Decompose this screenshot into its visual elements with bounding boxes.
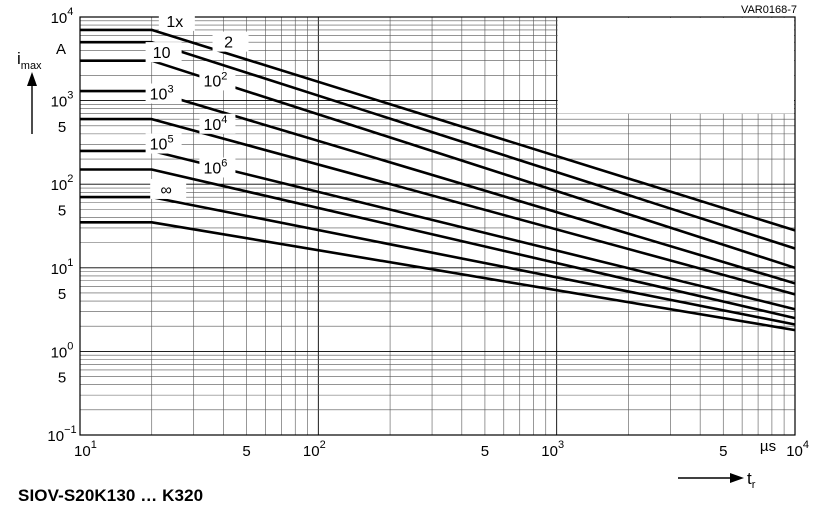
y-axis-label-sub: max: [21, 60, 42, 72]
x-axis-title: µs tr: [678, 438, 776, 491]
x-axis-label-main: t: [747, 469, 752, 488]
figure-title: SIOV-S20K130 … K320: [18, 486, 204, 505]
x-tick-label: 103: [541, 439, 564, 460]
series-label: 10: [153, 45, 171, 62]
x-axis-unit: µs: [760, 438, 776, 455]
series-label-bg: [150, 178, 187, 199]
series-line: [80, 168, 796, 320]
y-axis-unit: A: [56, 41, 66, 58]
series-label: 1x: [166, 14, 183, 31]
series-label: 106: [203, 157, 227, 177]
series-label: 105: [150, 134, 174, 154]
y-tick-label: 103: [51, 90, 74, 111]
series-line: [80, 149, 796, 311]
svg-text:imax: imax: [17, 49, 42, 72]
y-axis-arrow-icon: [27, 72, 37, 134]
x-tick-label: 104: [786, 439, 809, 460]
y-tick-label: 102: [51, 173, 74, 194]
x-tick-label: 101: [74, 439, 97, 460]
y-tick-label: 5: [58, 370, 66, 387]
series-label-bg: [145, 83, 182, 104]
series-label-bg: [145, 42, 182, 63]
x-axis-arrow-icon: [678, 473, 744, 483]
series-line: [80, 117, 796, 296]
series-label: 104: [203, 114, 227, 134]
x-tick-label: 5: [242, 443, 250, 460]
y-tick-label: 5: [58, 286, 66, 303]
svg-text:tr: tr: [747, 469, 756, 491]
y-tick-label: 100: [51, 340, 74, 361]
series-label-bg: [145, 133, 182, 154]
series-label: 102: [203, 70, 227, 90]
series-label: ∞: [161, 182, 172, 199]
y-tick-label: 104: [51, 6, 74, 27]
plot-border: [79, 16, 796, 436]
y-tick-label: 5: [58, 202, 66, 219]
y-axis-label-main: i: [17, 49, 21, 68]
series-label-bg: [199, 113, 236, 134]
plot-frame: [79, 16, 796, 436]
y-tick-label: 10−1: [47, 424, 76, 445]
figure-id: VAR0168-7: [741, 4, 797, 16]
series-line: [80, 28, 796, 232]
x-tick-label: 5: [481, 443, 489, 460]
series-label-bg: [199, 70, 236, 91]
x-tick-label: 102: [303, 439, 326, 460]
series-label-bg: [199, 157, 236, 178]
series-labels: 1x 2 10 102 103 104 105 106 ∞: [145, 10, 249, 199]
y-axis-title: imax A: [17, 41, 66, 134]
chart-grid: [79, 17, 795, 436]
grid-blank-region: [557, 18, 794, 114]
series-line: [80, 195, 796, 326]
series-label: 103: [150, 84, 174, 104]
series-label-bg: [212, 31, 249, 52]
y-tick-label: 5: [58, 119, 66, 136]
x-axis-label-sub: r: [752, 479, 756, 491]
y-tick-label: 101: [51, 257, 74, 278]
series-line: [80, 221, 796, 332]
series-label-bg: [158, 10, 195, 31]
x-tick-label: 5: [719, 443, 727, 460]
series-label: 2: [224, 35, 233, 52]
